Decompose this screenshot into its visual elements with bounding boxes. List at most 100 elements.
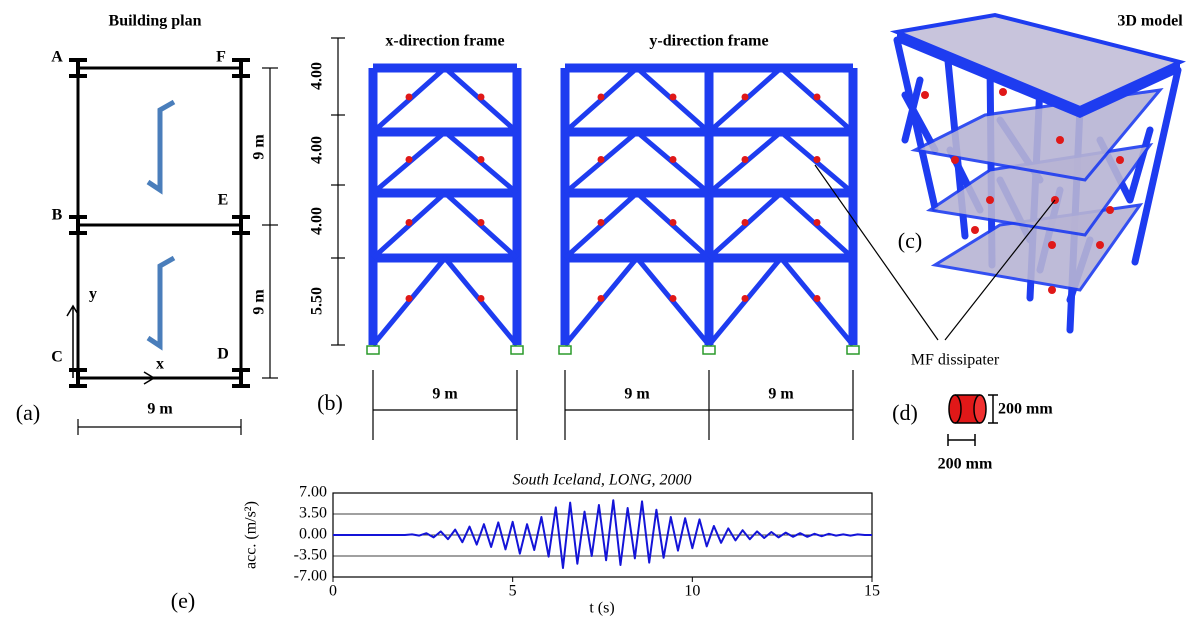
dissipater — [405, 219, 413, 226]
3d-model-part-part — [1048, 286, 1056, 294]
3d-model-part-part — [999, 88, 1007, 96]
building-plan-part-part — [146, 99, 176, 195]
grid-label: C — [51, 349, 63, 366]
panel-label: (b) — [317, 390, 343, 415]
dissipater-icon-part — [948, 394, 962, 424]
x-tick-label: 0 — [329, 583, 337, 600]
dimension: 9 m — [251, 289, 268, 315]
dissipater — [813, 219, 821, 226]
building-plan-part-part — [232, 58, 250, 78]
story-height: 5.50 — [309, 287, 326, 315]
dissipater — [669, 295, 677, 302]
dimension: 9 m — [147, 401, 173, 418]
3d-model-part — [1080, 62, 1180, 118]
dimension: 200 mm — [998, 401, 1053, 418]
chart-title: South Iceland, LONG, 2000 — [512, 472, 691, 489]
building-plan — [66, 58, 278, 435]
support — [702, 345, 716, 355]
3d-model-part-part — [1116, 156, 1124, 164]
x-tick-label: 15 — [864, 583, 880, 600]
frame-title: y-direction frame — [649, 33, 768, 50]
building-plan-part-part — [69, 58, 87, 78]
support — [510, 345, 524, 355]
acc-line — [333, 499, 872, 569]
building-plan-part-part — [69, 215, 87, 235]
dissipater-icon — [947, 394, 998, 446]
3d-model-part — [910, 87, 1164, 292]
3d-model-part-part — [1106, 206, 1114, 214]
3d-model-part — [897, 32, 1080, 118]
dissipater — [669, 156, 677, 163]
x-axis-label: t (s) — [589, 600, 614, 617]
panel-label: (d) — [892, 400, 918, 425]
panel-label: (a) — [16, 400, 40, 425]
y-tick-label: 0.00 — [299, 526, 327, 543]
panel-title: Building plan — [109, 13, 202, 30]
3d-model-part-part — [951, 156, 959, 164]
dissipater — [597, 156, 605, 163]
acc-chart: 7.00 3.50 0.00 -3.50 -7.000 5 10 15 — [294, 484, 880, 600]
support — [846, 345, 860, 355]
dimension: 9 m — [624, 386, 650, 403]
y-tick-label: 3.50 — [299, 505, 327, 522]
3d-model-part-part — [971, 226, 979, 234]
panel-label: (c) — [898, 228, 922, 253]
building-plan-part — [66, 304, 156, 385]
grid-label: A — [51, 49, 63, 66]
dissipater-icon-part — [955, 395, 980, 423]
3d-model-part-part — [1056, 136, 1064, 144]
3d-model-part-part — [893, 36, 939, 212]
3d-model-part-part — [814, 164, 939, 341]
dimension: 9 m — [768, 386, 794, 403]
building-plan-part-part — [66, 304, 80, 378]
dissipater — [741, 219, 749, 226]
story-height: 4.00 — [309, 207, 326, 235]
building-plan-part — [146, 99, 176, 351]
dissipater — [477, 93, 485, 101]
dissipater — [813, 156, 821, 163]
frame-title: x-direction frame — [385, 33, 504, 50]
dissipater — [405, 295, 413, 302]
support — [558, 345, 572, 355]
grid-label: F — [216, 49, 226, 66]
story-height: 4.00 — [309, 136, 326, 164]
panel-title: 3D model — [1117, 13, 1183, 30]
y-tick-label: 7.00 — [299, 484, 327, 501]
callout: MF dissipater — [911, 352, 1000, 369]
building-plan-part-part — [232, 215, 250, 235]
building-plan-part — [77, 67, 278, 435]
3d-model-part-part — [1048, 241, 1056, 249]
frames — [366, 63, 860, 355]
dissipater — [741, 93, 749, 101]
dissipater-icon-part — [973, 394, 987, 424]
dissipater — [597, 93, 605, 101]
x-tick-label: 5 — [509, 583, 517, 600]
axis-label: x — [156, 356, 164, 373]
3d-model-part — [921, 88, 1124, 294]
y-tick-label: -3.50 — [294, 547, 327, 564]
grid-label: E — [218, 192, 229, 209]
dissipater — [405, 156, 413, 163]
grid-label: D — [217, 346, 229, 363]
dissipater — [477, 295, 485, 302]
3d-model-part-part — [921, 91, 929, 99]
dissipater — [477, 156, 485, 163]
dissipater — [669, 93, 677, 101]
dissipater — [741, 156, 749, 163]
dimension: 200 mm — [938, 456, 993, 473]
dissipater — [477, 219, 485, 226]
dissipater — [597, 219, 605, 226]
dimensions — [331, 37, 854, 440]
axis-label: y — [89, 286, 97, 303]
panel-label: (e) — [171, 588, 195, 613]
dissipater — [813, 93, 821, 101]
3d-model — [814, 12, 1186, 341]
dissipater — [741, 295, 749, 302]
building-plan-part-part — [232, 368, 250, 388]
3d-model-part-part — [1096, 241, 1104, 249]
dissipater — [597, 295, 605, 302]
dissipater — [669, 219, 677, 226]
x-tick-label: 10 — [684, 583, 700, 600]
story-height: 4.00 — [309, 62, 326, 90]
